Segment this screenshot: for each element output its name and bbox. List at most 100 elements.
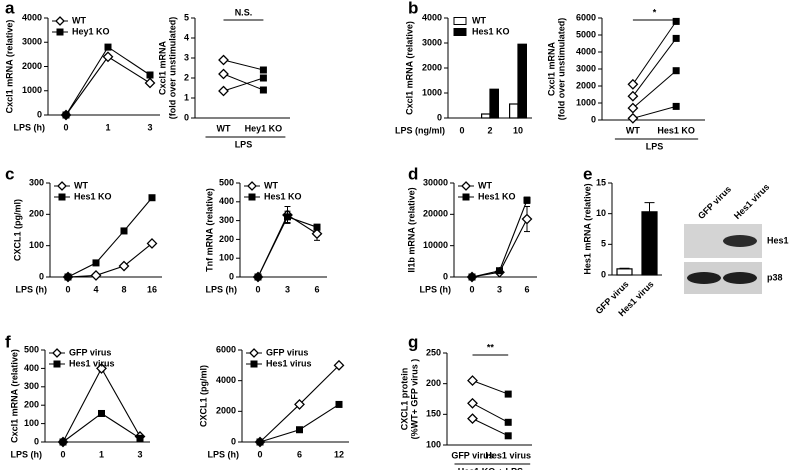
legend-marker <box>53 360 61 368</box>
y-tick-label: 250 <box>426 347 441 357</box>
panel-letter: g <box>408 332 418 351</box>
y-tick-label: 6000 <box>576 12 596 22</box>
y-axis-label: (fold over unstimulated) <box>556 18 566 121</box>
pair-line <box>223 73 264 91</box>
y-tick-label: 3000 <box>22 37 42 47</box>
series-line <box>257 216 318 278</box>
y-tick-label: 200 <box>219 234 234 244</box>
legend-marker <box>249 348 259 358</box>
bar <box>481 113 491 119</box>
y-tick-label: 10000 <box>423 240 448 250</box>
y-tick-label: 1 <box>184 92 189 102</box>
y-tick-label: 2000 <box>576 80 596 90</box>
y-tick-label: 300 <box>29 177 44 187</box>
series-line <box>67 243 153 278</box>
marker <box>672 17 680 25</box>
legend-label: Hes1 KO <box>264 191 302 201</box>
y-tick-label: 0 <box>443 271 448 281</box>
y-tick-label: 2 <box>184 72 189 82</box>
y-tick-label: 0 <box>229 271 234 281</box>
series-line <box>62 412 141 443</box>
y-axis-label: Tnf mRNA (relative) <box>204 188 214 272</box>
x-tick-label: 1 <box>99 449 104 459</box>
y-tick-label: 10 <box>596 208 606 218</box>
blot-band <box>723 272 757 284</box>
y-tick-label: 0 <box>37 109 42 119</box>
y-tick-label: 200 <box>426 378 441 388</box>
marker <box>62 111 70 119</box>
y-tick-label: 1000 <box>22 85 42 95</box>
panel-letter: d <box>408 164 418 183</box>
marker <box>259 86 267 94</box>
pair-line <box>472 418 509 437</box>
marker <box>627 102 639 114</box>
x-tick-label: 1 <box>105 122 110 132</box>
y-tick-label: 200 <box>24 400 39 410</box>
y-tick-label: 5000 <box>576 29 596 39</box>
blot-band <box>687 272 721 284</box>
y-tick-label: 200 <box>29 209 44 219</box>
legend-label: Hes1 KO <box>74 191 112 201</box>
legend-marker <box>248 193 256 201</box>
x-axis-label: LPS (h) <box>14 122 46 132</box>
y-tick-label: 2000 <box>422 62 442 72</box>
x-tick-label: 0 <box>255 284 260 294</box>
x-tick-label: Hes1 KO <box>657 125 695 135</box>
y-tick-label: 2000 <box>216 406 236 416</box>
x-tick-label: 3 <box>137 449 142 459</box>
panel-letter: c <box>5 164 14 183</box>
series-line <box>259 403 340 443</box>
marker <box>256 438 264 446</box>
legend-marker <box>461 181 471 191</box>
band-label: Hes1 <box>767 235 789 245</box>
legend-marker <box>55 16 65 26</box>
y-tick-label: 0 <box>437 112 442 122</box>
legend-marker <box>462 193 470 201</box>
y-tick-label: 4000 <box>216 375 236 385</box>
y-tick-label: 5 <box>184 12 189 22</box>
y-tick-label: 0 <box>34 436 39 446</box>
marker <box>218 68 229 80</box>
marker <box>627 112 639 124</box>
x-tick-label: 0 <box>60 449 65 459</box>
x-tick-label: 0 <box>459 125 464 135</box>
marker <box>311 228 323 240</box>
legend-swatch <box>453 17 467 25</box>
y-tick-label: 2000 <box>22 61 42 71</box>
legend-marker <box>58 193 66 201</box>
y-tick-label: 400 <box>24 363 39 373</box>
y-tick-label: 100 <box>426 439 441 449</box>
panel-letter: a <box>5 0 15 17</box>
annotation: ** <box>487 342 495 352</box>
y-tick-label: 0 <box>601 269 606 279</box>
bar <box>509 103 519 119</box>
x-axis-label: LPS (h) <box>208 449 240 459</box>
marker <box>259 74 267 82</box>
marker <box>296 426 303 434</box>
y-tick-label: 4000 <box>576 46 596 56</box>
x-tick-label: 3 <box>147 122 152 132</box>
marker <box>467 397 478 409</box>
legend-marker <box>250 360 258 368</box>
x-tick-label: 10 <box>513 125 523 135</box>
y-axis-label: Cxcl1 mRNA <box>157 40 167 95</box>
marker <box>104 43 112 51</box>
y-tick-label: 150 <box>426 409 441 419</box>
lane-label: Hes1 virus <box>732 182 771 221</box>
y-tick-label: 4000 <box>422 12 442 22</box>
x-tick-label: GFP virus <box>451 450 493 460</box>
pair-line <box>632 21 677 85</box>
x-axis-label: LPS (ng/ml) <box>395 125 445 135</box>
y-axis-label: CXCL1 protein <box>399 368 409 431</box>
marker <box>333 359 345 371</box>
y-axis-label: (%WT+ GFP virus ) <box>409 359 419 440</box>
panel-letter: e <box>583 164 592 183</box>
annotation: * <box>653 7 657 17</box>
y-tick-label: 6000 <box>216 344 236 354</box>
marker <box>313 223 321 231</box>
marker <box>96 362 107 374</box>
legend-swatch <box>453 28 467 36</box>
x-axis-label: LPS (h) <box>206 284 238 294</box>
y-tick-label: 100 <box>24 418 39 428</box>
legend-label: Hes1 virus <box>69 358 115 368</box>
